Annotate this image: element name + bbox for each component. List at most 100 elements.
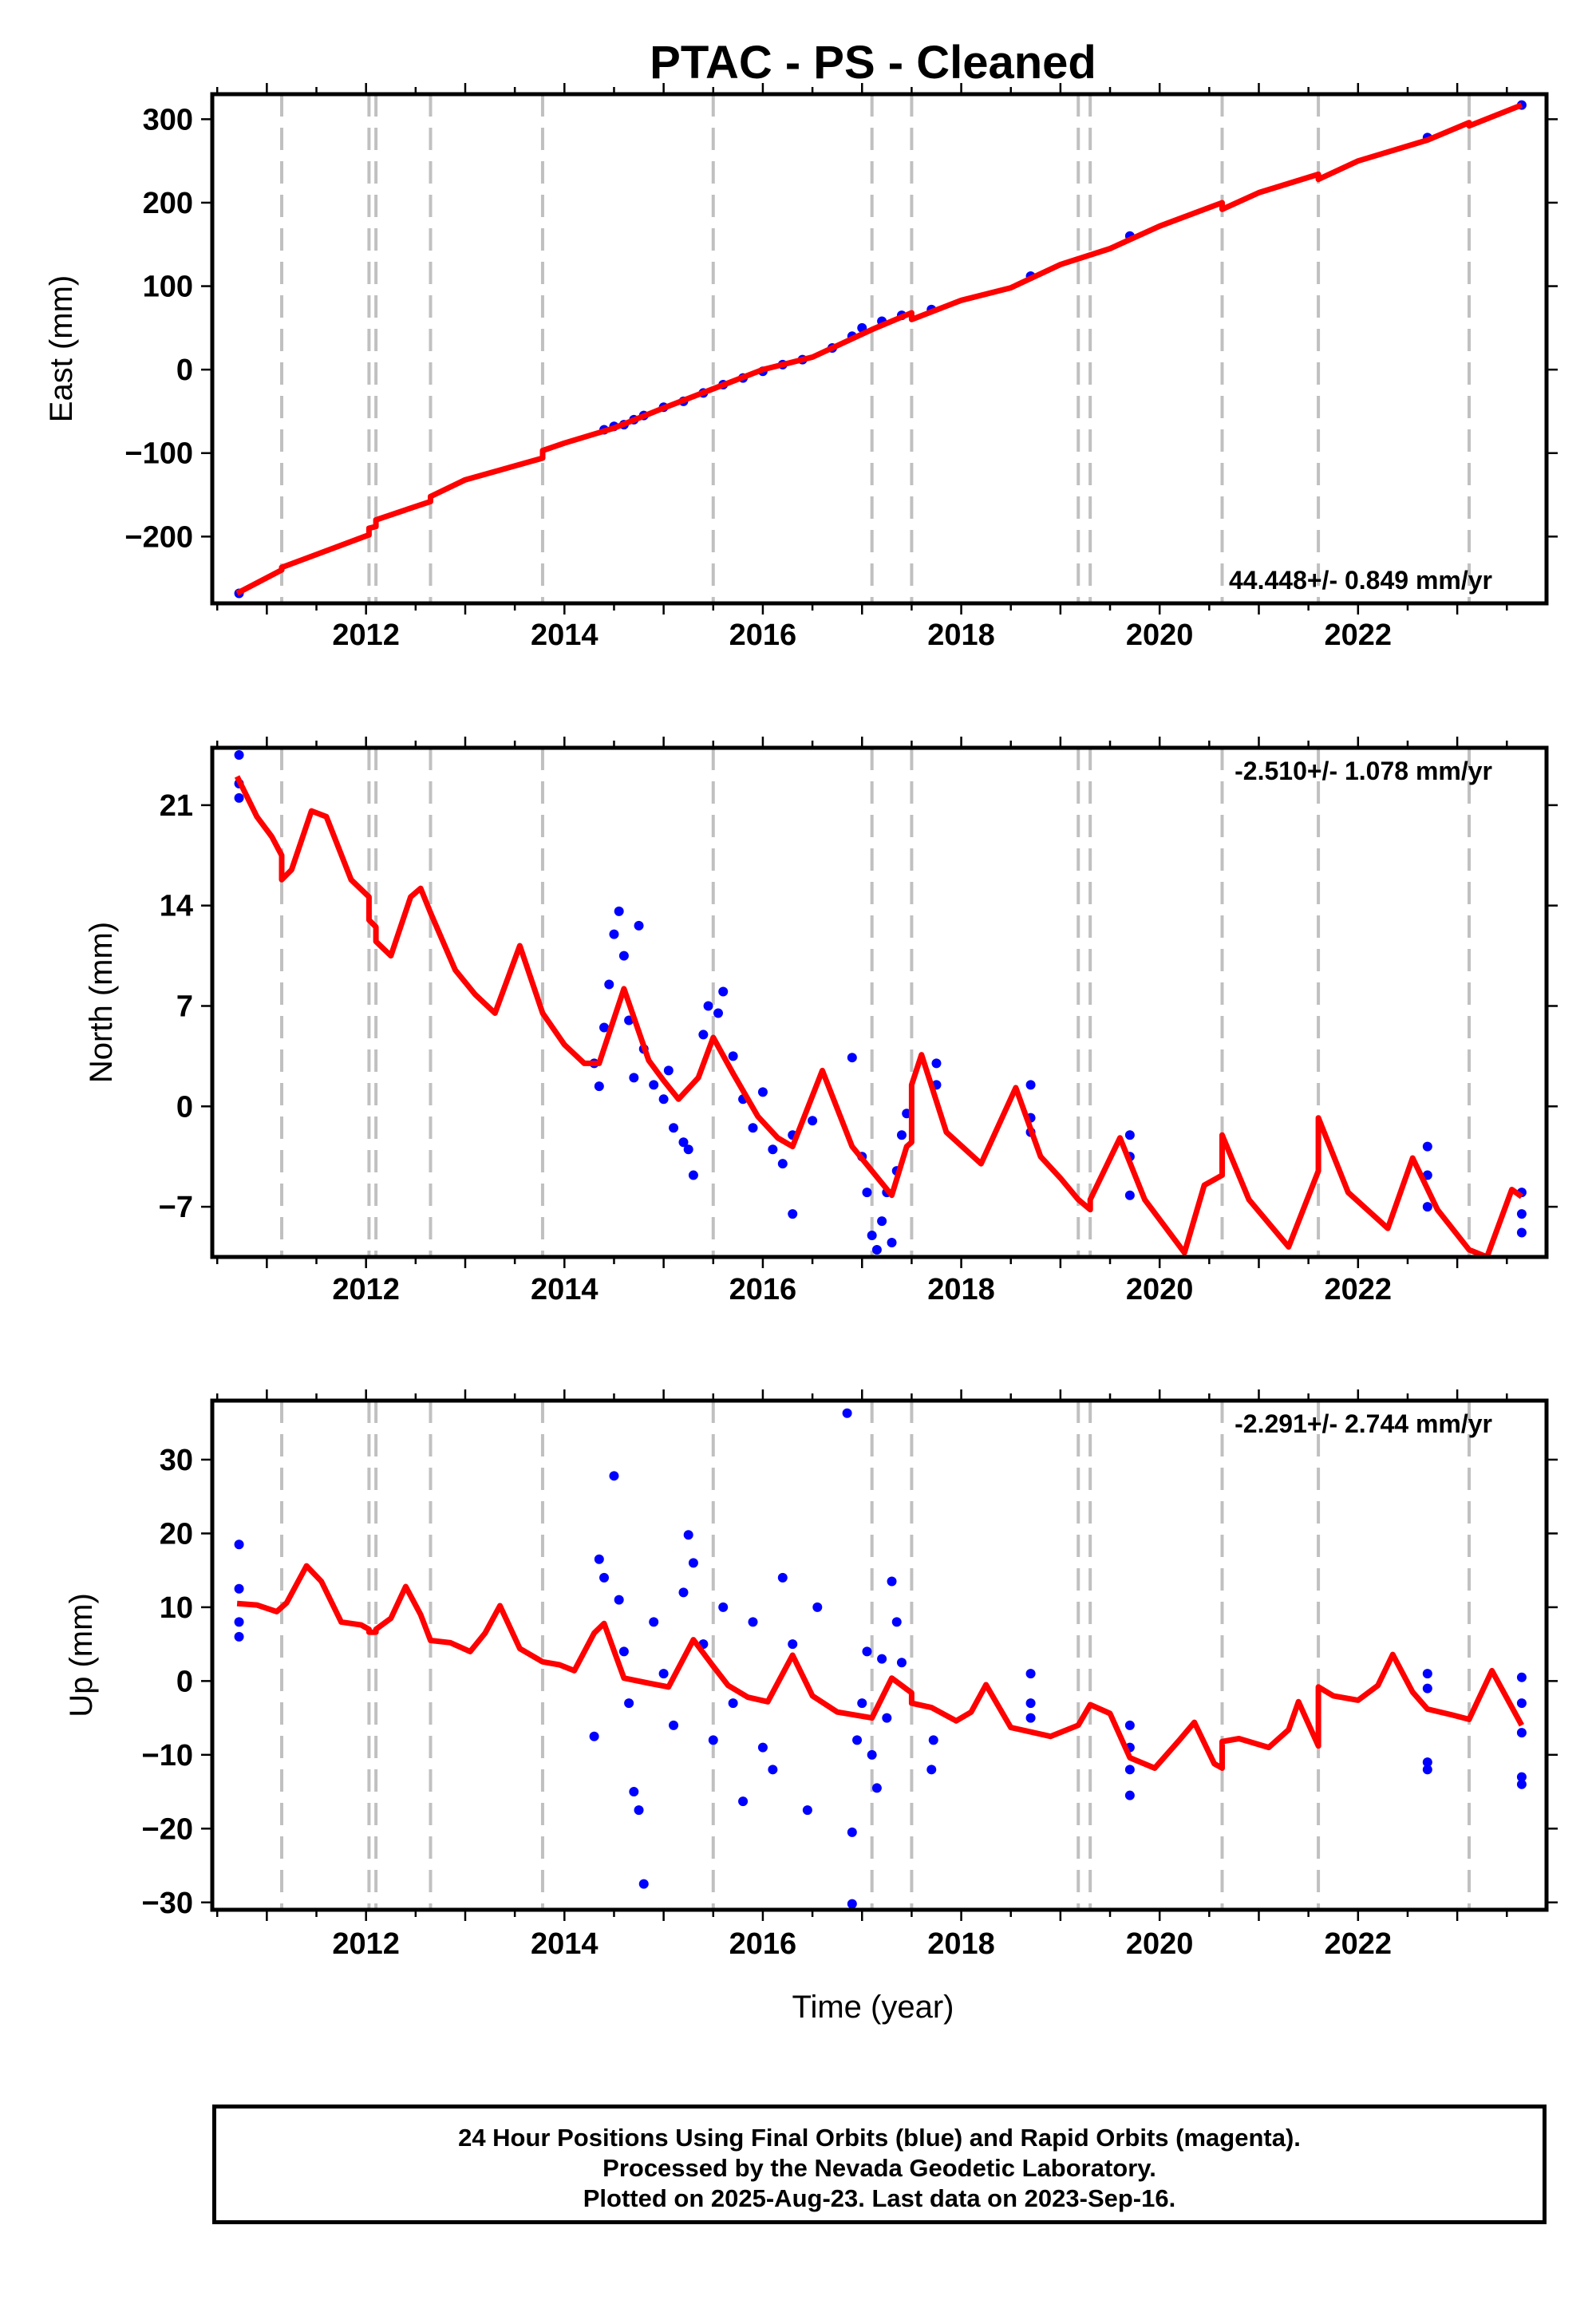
data-point <box>234 1631 244 1642</box>
data-point <box>683 1144 693 1155</box>
data-point <box>871 1783 882 1793</box>
data-point <box>698 1030 709 1040</box>
x-tick-label: 2020 <box>1126 619 1194 652</box>
data-point <box>847 1827 857 1837</box>
data-point <box>847 1053 857 1063</box>
data-point <box>1124 1720 1135 1730</box>
y-tick-label: 7 <box>176 990 193 1023</box>
data-point <box>862 1188 872 1198</box>
plot-area <box>234 1408 1527 1909</box>
data-point <box>688 1170 698 1180</box>
footer-box: 24 Hour Positions Using Final Orbits (bl… <box>212 2105 1547 2224</box>
data-point <box>634 1805 644 1816</box>
data-point <box>788 1209 798 1219</box>
plot-area <box>234 100 1527 599</box>
panel-east: 2012 2014 2016 2018 2020 2022 300 200 100 0 −100 −2… <box>44 83 1558 652</box>
plot-frame <box>210 1398 1549 1912</box>
y-tick-label: −30 <box>142 1887 193 1920</box>
data-point <box>1422 1202 1432 1212</box>
data-point <box>728 1698 738 1709</box>
data-point <box>1516 1209 1527 1219</box>
data-point <box>842 1408 852 1418</box>
plot-frame <box>210 92 1549 606</box>
data-point <box>669 1123 679 1133</box>
data-point <box>634 920 644 931</box>
data-point <box>629 1073 639 1083</box>
x-tick-label: 2022 <box>1325 1927 1393 1961</box>
x-tick-label: 2016 <box>729 1273 797 1306</box>
y-axis-label: East (mm) <box>44 275 79 422</box>
data-point <box>777 1159 788 1169</box>
panel-up: 2012 2014 2016 2018 2020 2022 30 20 10 0 −10 −20 −30… <box>64 1389 1558 1961</box>
y-tick-label: 0 <box>176 1090 193 1124</box>
data-point <box>618 951 629 961</box>
data-point <box>748 1617 758 1627</box>
data-point <box>638 1879 649 1889</box>
y-tick-label: −10 <box>142 1739 193 1773</box>
x-tick-label: 2018 <box>927 619 995 652</box>
data-point <box>234 1583 244 1594</box>
panels: 2012 2014 2016 2018 2020 20223002001000−100−2… <box>44 83 1558 2025</box>
data-point <box>1422 1765 1432 1775</box>
data-point <box>1025 1080 1036 1090</box>
gps-timeseries-figure: PTAC - PS - Cleaned 2012 2014 2016 2018 2020… <box>44 37 1558 2025</box>
y-tick-label: −100 <box>124 437 193 471</box>
data-point <box>777 1572 788 1583</box>
x-tick-label: 2020 <box>1126 1273 1194 1306</box>
data-point <box>713 1008 723 1018</box>
data-point <box>1124 1765 1135 1775</box>
data-point <box>857 1698 867 1709</box>
data-point <box>768 1765 778 1775</box>
y-tick-label: −20 <box>142 1812 193 1846</box>
x-tick-label: 2012 <box>332 619 400 652</box>
data-point <box>609 1471 619 1481</box>
model-fit-line <box>236 1563 1524 1771</box>
data-point <box>757 1087 768 1097</box>
y-tick-label: 200 <box>143 187 193 220</box>
data-point <box>1422 1669 1432 1679</box>
data-point <box>594 1081 604 1092</box>
data-point <box>663 1065 674 1076</box>
data-point <box>882 1713 892 1723</box>
data-point <box>862 1646 872 1657</box>
data-point <box>589 1731 599 1741</box>
y-tick-label: 0 <box>176 1665 193 1698</box>
y-tick-label: −7 <box>159 1191 193 1224</box>
data-point <box>852 1735 863 1745</box>
data-point <box>678 1587 689 1598</box>
data-point <box>609 929 619 939</box>
data-point <box>1124 1190 1135 1200</box>
data-point <box>708 1735 718 1745</box>
data-point <box>1516 1772 1527 1782</box>
data-point <box>877 1216 887 1227</box>
data-point <box>718 986 729 997</box>
model-fit-line <box>235 102 1523 596</box>
data-point <box>887 1238 897 1248</box>
x-tick-label: 2016 <box>729 619 797 652</box>
x-tick-label: 2018 <box>927 1273 995 1306</box>
data-point <box>669 1720 679 1730</box>
y-tick-label: 21 <box>160 789 193 823</box>
x-tick-label: 2014 <box>531 619 598 652</box>
data-point <box>926 1765 937 1775</box>
data-point <box>812 1602 823 1612</box>
data-point <box>808 1116 818 1126</box>
data-point <box>871 1245 882 1255</box>
data-point <box>234 1539 244 1550</box>
data-point <box>1516 1227 1527 1238</box>
data-point <box>618 1646 629 1657</box>
data-point <box>1025 1713 1036 1723</box>
y-tick-label: 20 <box>160 1517 193 1551</box>
data-point <box>1516 1728 1527 1738</box>
data-point <box>928 1735 938 1745</box>
data-point <box>629 1787 639 1797</box>
data-point <box>847 1899 857 1909</box>
data-point <box>234 749 244 760</box>
data-point <box>594 1554 604 1564</box>
data-point <box>1516 1672 1527 1682</box>
data-point <box>599 1572 610 1583</box>
y-tick-label: 10 <box>160 1591 193 1625</box>
rate-label: -2.291+/- 2.744 mm/yr <box>1235 1409 1492 1438</box>
data-point <box>678 1137 689 1148</box>
data-point <box>1124 1130 1135 1140</box>
